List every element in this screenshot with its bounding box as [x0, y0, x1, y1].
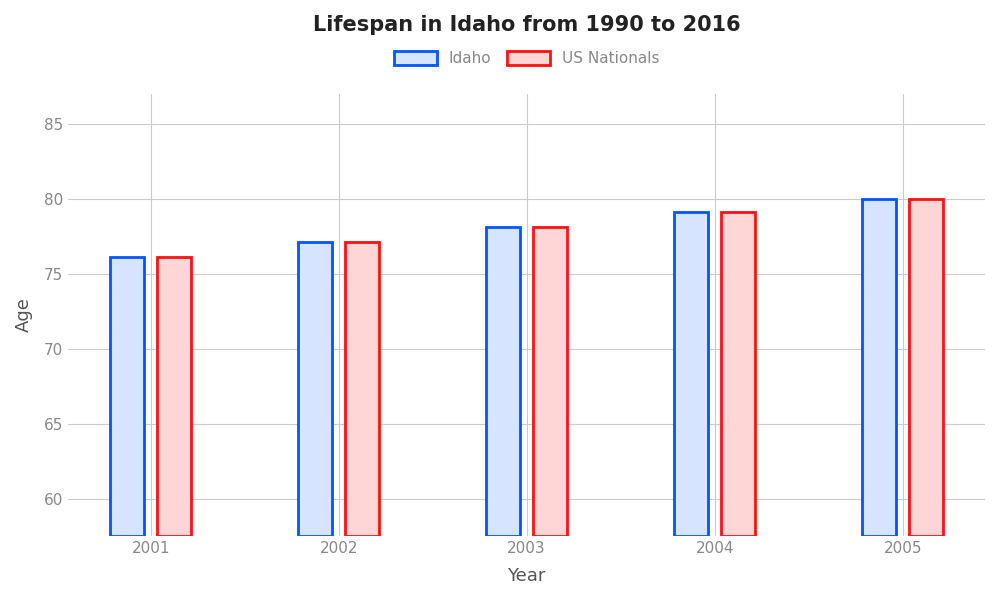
Title: Lifespan in Idaho from 1990 to 2016: Lifespan in Idaho from 1990 to 2016: [313, 15, 740, 35]
Y-axis label: Age: Age: [15, 298, 33, 332]
X-axis label: Year: Year: [507, 567, 546, 585]
Bar: [157, 257, 191, 536]
Bar: [674, 212, 708, 536]
Legend: Idaho, US Nationals: Idaho, US Nationals: [386, 44, 667, 74]
Bar: [721, 212, 755, 536]
Bar: [345, 242, 379, 536]
Bar: [110, 257, 144, 536]
Bar: [909, 199, 943, 536]
Bar: [298, 242, 332, 536]
Bar: [486, 227, 520, 536]
Bar: [533, 227, 567, 536]
Bar: [862, 199, 896, 536]
